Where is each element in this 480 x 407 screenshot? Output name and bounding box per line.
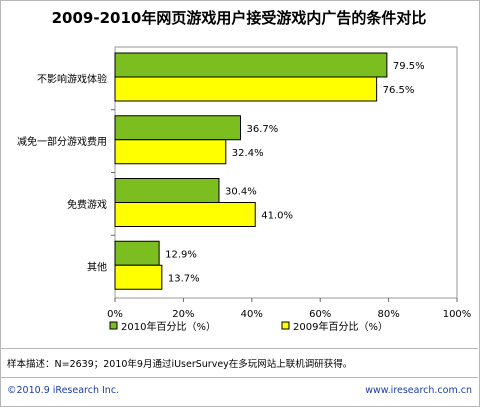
- x-tick-label: 40%: [241, 309, 263, 320]
- bar: [114, 115, 242, 141]
- note-divider: [0, 348, 478, 349]
- legend-label: 2009年百分比（%）: [293, 320, 388, 333]
- sample-note: 样本描述：N=2639；2010年9月通过iUserSurvey在多玩网站上联机…: [7, 359, 353, 370]
- x-tick-label: 60%: [309, 309, 331, 320]
- data-label: 79.5%: [393, 61, 425, 72]
- data-label: 13.7%: [168, 273, 200, 284]
- x-tick-label: 20%: [172, 309, 194, 320]
- legend-label: 2010年百分比（%）: [121, 320, 216, 333]
- legend-swatch: [281, 321, 290, 330]
- data-label: 12.9%: [165, 249, 197, 260]
- website-text: www.iresearch.com.cn: [365, 385, 472, 396]
- bar: [114, 76, 378, 102]
- legend-swatch: [109, 321, 118, 330]
- data-label: 30.4%: [225, 187, 257, 198]
- chart-title: 2009-2010年网页游戏用户接受游戏内广告的条件对比: [51, 9, 427, 27]
- bar: [114, 139, 227, 165]
- data-label: 76.5%: [383, 85, 415, 96]
- copyright-text: ©2010.9 iResearch Inc.: [7, 385, 120, 396]
- category-label: 不影响游戏体验: [37, 72, 107, 85]
- data-label: 36.7%: [247, 124, 279, 135]
- category-label: 免费游戏: [67, 198, 107, 211]
- bar: [114, 178, 220, 203]
- bar: [114, 264, 163, 290]
- bar: [114, 240, 160, 266]
- x-tick-label: 80%: [377, 309, 399, 320]
- bar: [114, 202, 256, 227]
- data-label: 32.4%: [232, 148, 264, 159]
- category-label: 其他: [87, 261, 107, 274]
- bar-chart: 0% 20% 40% 60% 80% 100% 不影响游戏体验 79.5% 76.5% 减免一部分…: [17, 46, 472, 333]
- footer-divider: [0, 377, 478, 378]
- x-tick-label: 0%: [107, 309, 123, 320]
- x-tick-label: 100%: [443, 309, 472, 320]
- data-label: 41.0%: [261, 211, 293, 222]
- bar: [114, 52, 388, 78]
- category-label: 减免一部分游戏费用: [17, 135, 107, 148]
